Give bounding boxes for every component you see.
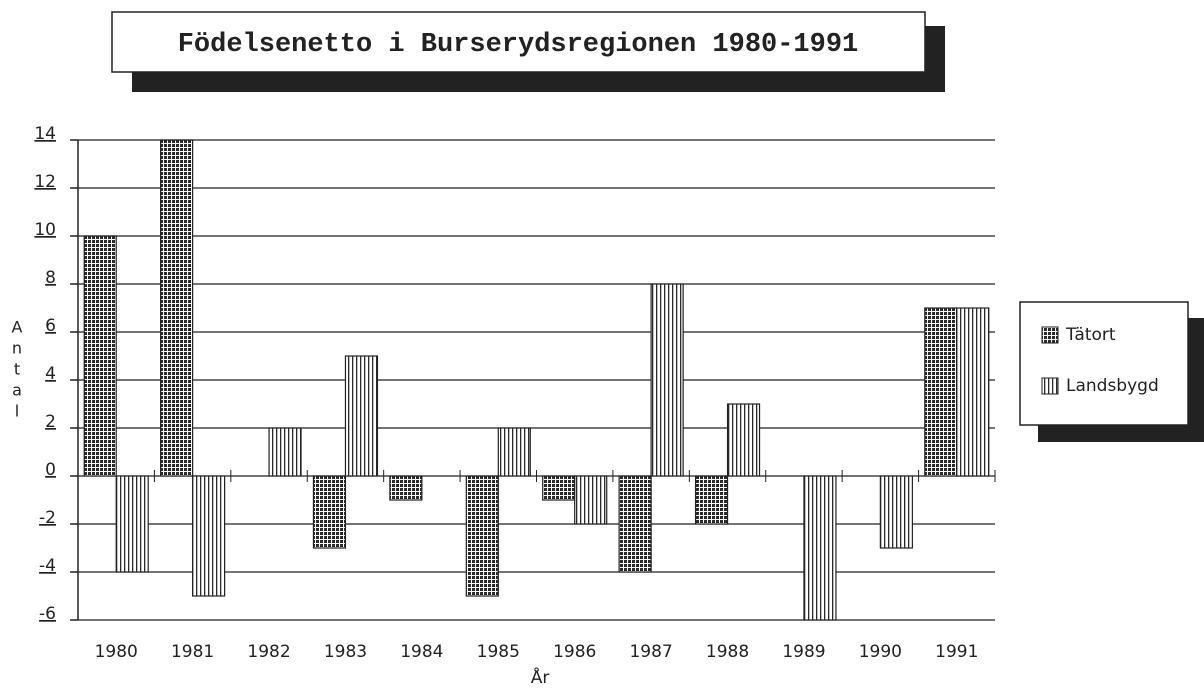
x-axis-label: År	[531, 666, 550, 688]
bar	[542, 475, 576, 501]
x-tick-label: 1983	[324, 642, 367, 662]
y-tick-label: 4	[45, 364, 56, 384]
y-tick-label: -2	[39, 508, 56, 528]
x-tick-label: 1984	[400, 642, 443, 662]
bar	[879, 475, 913, 549]
bar	[192, 475, 226, 597]
x-tick-label: 1985	[477, 642, 520, 662]
x-tick-label: 1988	[706, 642, 749, 662]
bar	[694, 475, 729, 525]
legend-swatch	[1041, 326, 1059, 344]
y-tick-label: 14	[34, 124, 56, 144]
x-tick-label: 1980	[95, 642, 138, 662]
x-tick-label: 1991	[935, 642, 978, 662]
y-tick-label: 10	[34, 220, 56, 240]
bar	[726, 403, 761, 477]
x-tick-label: 1986	[553, 642, 596, 662]
bar	[268, 427, 302, 477]
x-tick-label: 1987	[629, 642, 672, 662]
x-tick-label: 1990	[859, 642, 902, 662]
y-tick-label: -4	[39, 556, 56, 576]
chart-title: Födelsenetto i Burserydsregionen 1980-19…	[178, 30, 859, 60]
bar	[115, 475, 149, 573]
x-tick-label: 1989	[782, 642, 825, 662]
y-tick-label: 8	[45, 268, 56, 288]
legend-swatch	[1041, 377, 1059, 395]
bar	[312, 475, 347, 549]
bar	[160, 139, 194, 477]
y-tick-label: 2	[45, 412, 56, 432]
legend-label: Tätort	[1065, 325, 1116, 345]
bar	[465, 475, 499, 597]
y-tick-label: 12	[34, 172, 56, 192]
y-tick-label: 0	[45, 460, 56, 480]
bar	[83, 235, 117, 477]
legend-label: Landsbygd	[1066, 376, 1159, 396]
bar	[924, 307, 958, 477]
legend-box	[1019, 301, 1189, 426]
x-tick-label: 1981	[171, 642, 214, 662]
bar	[650, 283, 684, 477]
bar	[574, 475, 608, 525]
x-tick-label: 1982	[247, 642, 290, 662]
bar	[389, 475, 423, 501]
bar	[956, 307, 990, 477]
y-tick-label: -6	[39, 604, 56, 624]
y-tick-label: 6	[45, 316, 56, 336]
bar	[497, 427, 531, 477]
title-box	[111, 11, 926, 73]
bar	[344, 355, 379, 477]
bar	[618, 475, 652, 573]
y-axis-label: Antal	[8, 318, 27, 423]
bar	[803, 475, 837, 621]
